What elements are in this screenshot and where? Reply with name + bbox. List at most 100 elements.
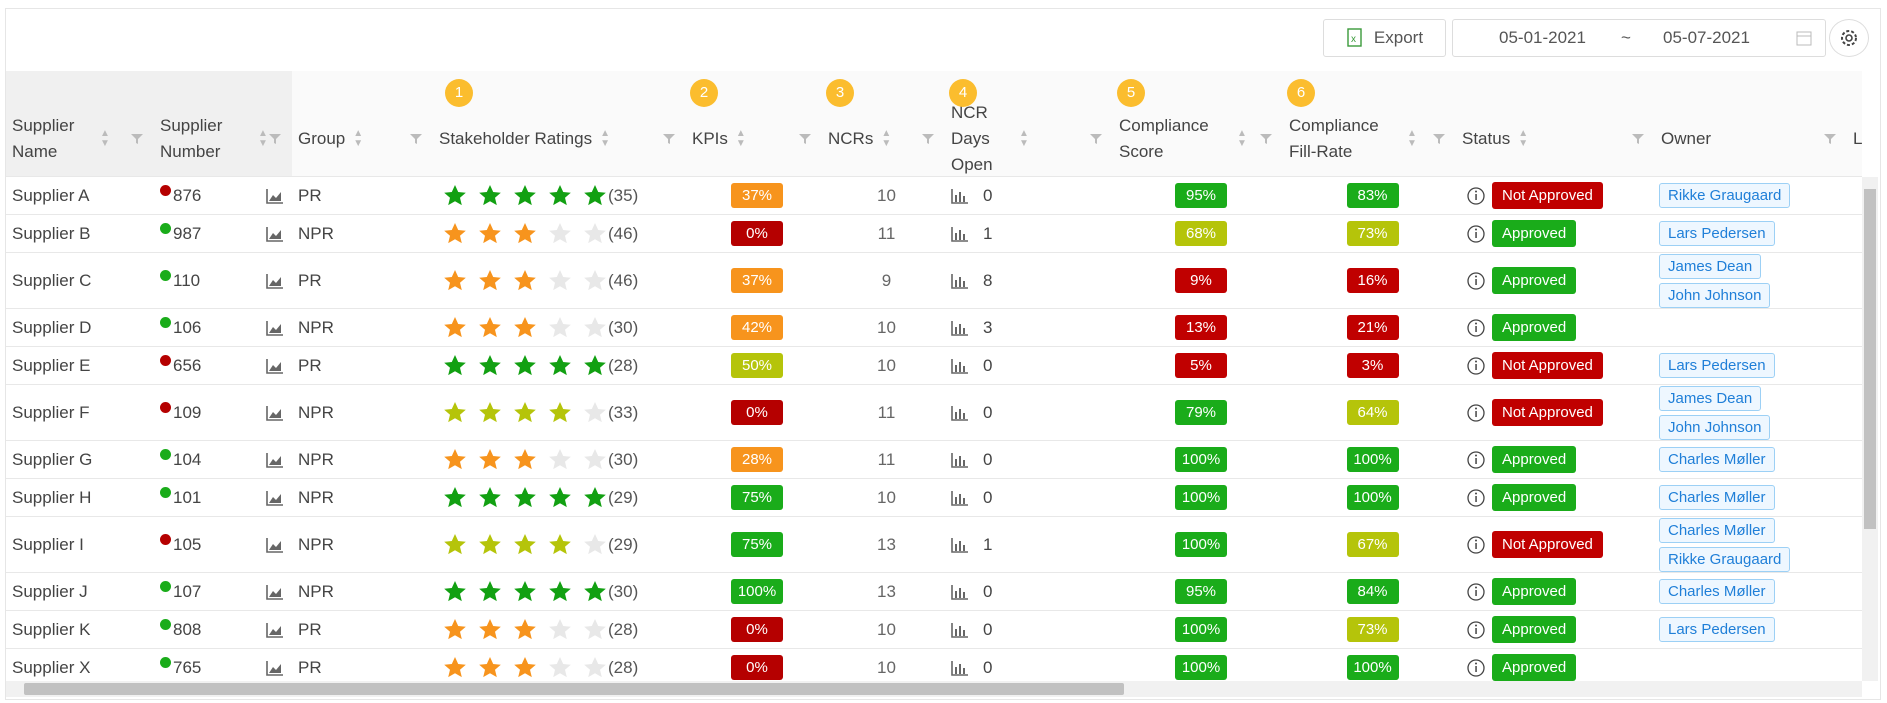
- sort-icon[interactable]: ▲ ▼: [1019, 127, 1029, 149]
- date-range[interactable]: 05-01-2021 ~ 05-07-2021: [1452, 19, 1826, 57]
- ncr-cell: 11: [822, 441, 945, 478]
- owner-tag[interactable]: Lars Pedersen: [1659, 617, 1775, 642]
- sort-icon[interactable]: ▲ ▼: [353, 127, 364, 149]
- owner-tag[interactable]: Lars Pedersen: [1659, 221, 1775, 246]
- group: NPR: [298, 534, 334, 554]
- data-row: Supplier B 987 NPR (46) 0% 11 1 68% 73% Approved L…: [6, 215, 1862, 253]
- header-cell[interactable]: Owner: [1655, 71, 1847, 176]
- status-badge: Approved: [1492, 578, 1577, 605]
- header-cell[interactable]: 4 NCR Days Open ▲ ▼: [945, 71, 1113, 176]
- header-cell[interactable]: Supplier Number ▲ ▼: [154, 71, 292, 176]
- owner-tag[interactable]: Rikke Graugaard: [1659, 183, 1791, 208]
- name-cell: Supplier B: [6, 215, 154, 252]
- filter-icon: [1090, 134, 1102, 144]
- name-cell: Supplier G: [6, 441, 154, 478]
- number-cell: 987: [154, 215, 292, 252]
- status-dot: [160, 270, 171, 281]
- fill-rate-cell: 64%: [1283, 385, 1456, 440]
- sort-icon[interactable]: ▲ ▼: [600, 127, 610, 149]
- status-dot: [160, 317, 171, 328]
- vertical-scrollbar[interactable]: [1862, 177, 1878, 681]
- sort-icon[interactable]: ▲ ▼: [735, 127, 746, 149]
- export-button[interactable]: x Export: [1323, 19, 1446, 57]
- score-badge: 13%: [1175, 315, 1227, 340]
- column-badge: 5: [1117, 79, 1145, 107]
- owner-tag[interactable]: James Dean: [1659, 253, 1762, 279]
- sort-icon[interactable]: ▲ ▼: [881, 127, 892, 149]
- data-row: Supplier X 765 PR (28) 0% 10 0 100% 100% Approved: [6, 649, 1862, 681]
- settings-button[interactable]: [1829, 19, 1869, 57]
- info-icon: [1467, 658, 1485, 677]
- header-cell[interactable]: 1 Stakeholder Ratings ▲ ▼: [433, 71, 686, 176]
- name-cell: Supplier F: [6, 385, 154, 440]
- header-cell[interactable]: 5 Compliance Score ▲ ▼: [1113, 71, 1283, 176]
- status-cell: Approved: [1456, 649, 1655, 681]
- header-row: Supplier Name ▲ ▼ Supplier Number ▲ ▼ Group ▲ ▼ 1…: [6, 71, 1862, 177]
- ncr-days-cell: 0: [945, 177, 1113, 214]
- header-cell[interactable]: Supplier Name ▲ ▼: [6, 71, 154, 176]
- sort-icon[interactable]: ▲ ▼: [100, 127, 110, 149]
- column-label: Supplier Name: [12, 115, 75, 161]
- bar-chart-icon: [951, 405, 968, 421]
- info-icon: [1467, 224, 1485, 243]
- owner-tag[interactable]: John Johnson: [1659, 282, 1771, 308]
- ncr-days: 0: [983, 185, 993, 205]
- horizontal-scrollbar[interactable]: [6, 681, 1862, 697]
- rating-count: (30): [608, 449, 639, 469]
- ncr-days-cell: 0: [945, 479, 1113, 516]
- status-badge: Approved: [1492, 314, 1577, 341]
- sort-icon[interactable]: ▲ ▼: [1518, 127, 1529, 149]
- info-icon: [1467, 582, 1485, 601]
- header-cell[interactable]: Group ▲ ▼: [292, 71, 433, 176]
- column-badge: 2: [690, 79, 718, 107]
- column-badge: 3: [826, 79, 854, 107]
- owner-tag[interactable]: Charles Møller: [1659, 485, 1775, 510]
- owner-tag[interactable]: Charles Møller: [1659, 447, 1775, 472]
- column-label: KPIs: [692, 128, 728, 148]
- bar-chart-icon: [951, 358, 968, 374]
- kpi-badge: 75%: [731, 532, 783, 557]
- ncr-count: 10: [877, 657, 896, 677]
- ncr-cell: 10: [822, 347, 945, 384]
- column-label: Compliance Score: [1119, 115, 1209, 161]
- ncr-count: 13: [877, 534, 896, 554]
- supplier-number: 876: [173, 185, 202, 205]
- header-cell[interactable]: 2 KPIs ▲ ▼: [686, 71, 822, 176]
- ncr-days-cell: 0: [945, 385, 1113, 440]
- ncr-count: 11: [877, 223, 896, 243]
- owner-tag[interactable]: Rikke Graugaard: [1659, 546, 1791, 572]
- ncr-cell: 11: [822, 385, 945, 440]
- bar-chart-icon: [951, 452, 968, 468]
- owner-tag[interactable]: Charles Møller: [1659, 517, 1775, 543]
- owner-tag[interactable]: James Dean: [1659, 385, 1762, 411]
- filter-icon: [1632, 134, 1644, 144]
- status-dot: [160, 657, 171, 668]
- kpi-cell: 28%: [686, 441, 822, 478]
- header-cell[interactable]: Status ▲ ▼: [1456, 71, 1655, 176]
- sort-icon[interactable]: ▲ ▼: [1407, 127, 1417, 149]
- name-cell: Supplier H: [6, 479, 154, 516]
- ncr-count: 10: [877, 317, 896, 337]
- header-cell[interactable]: L: [1847, 71, 1862, 176]
- owner-cell: Lars Pedersen: [1655, 611, 1847, 648]
- number-cell: 110: [154, 253, 292, 308]
- extra-cell: [1847, 385, 1862, 440]
- info-icon: [1467, 450, 1485, 469]
- owner-tag[interactable]: Lars Pedersen: [1659, 353, 1775, 378]
- owner-cell: [1655, 649, 1847, 681]
- score-cell: 79%: [1113, 385, 1283, 440]
- owner-tag[interactable]: Charles Møller: [1659, 579, 1775, 604]
- info-icon: [1467, 488, 1485, 507]
- sort-icon[interactable]: ▲ ▼: [258, 127, 268, 149]
- star-rating: [444, 448, 606, 469]
- fill-rate-badge: 16%: [1346, 268, 1399, 293]
- header-cell[interactable]: 3 NCRs ▲ ▼: [822, 71, 945, 176]
- extra-cell: [1847, 573, 1862, 610]
- owner-tag[interactable]: John Johnson: [1659, 414, 1771, 440]
- group: PR: [298, 657, 322, 677]
- score-badge: 79%: [1175, 400, 1227, 425]
- group-cell: PR: [292, 177, 433, 214]
- sort-icon[interactable]: ▲ ▼: [1237, 127, 1247, 149]
- supplier-name: Supplier J: [12, 581, 88, 601]
- header-cell[interactable]: 6 Compliance Fill-Rate ▲ ▼: [1283, 71, 1456, 176]
